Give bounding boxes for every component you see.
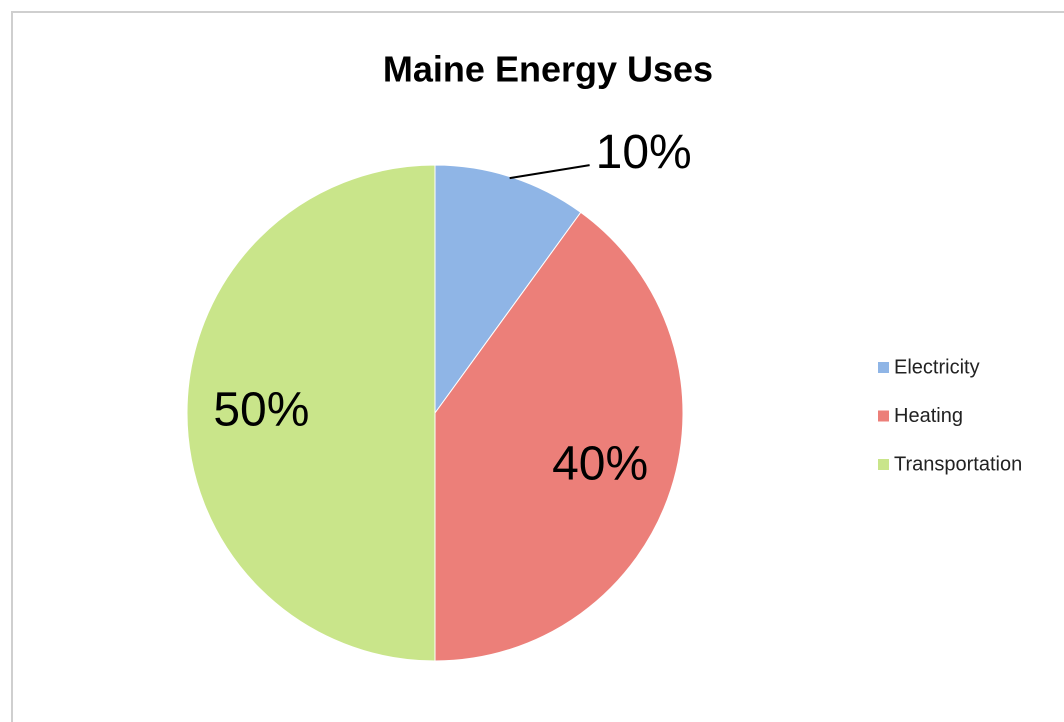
- legend-label: Transportation: [894, 453, 1022, 475]
- chart-title: Maine Energy Uses: [383, 49, 713, 90]
- pie-slice: [186, 164, 436, 662]
- leader-line: [509, 164, 590, 180]
- legend-swatch: [878, 362, 889, 373]
- data-label: 40%: [552, 437, 648, 490]
- data-label: 10%: [596, 126, 692, 179]
- legend-label: Heating: [894, 405, 963, 427]
- pie-slice: [434, 211, 684, 662]
- legend-swatch: [878, 410, 889, 422]
- legend-swatch: [878, 459, 889, 470]
- data-label: 50%: [213, 384, 309, 437]
- legend-label: Electricity: [894, 356, 980, 378]
